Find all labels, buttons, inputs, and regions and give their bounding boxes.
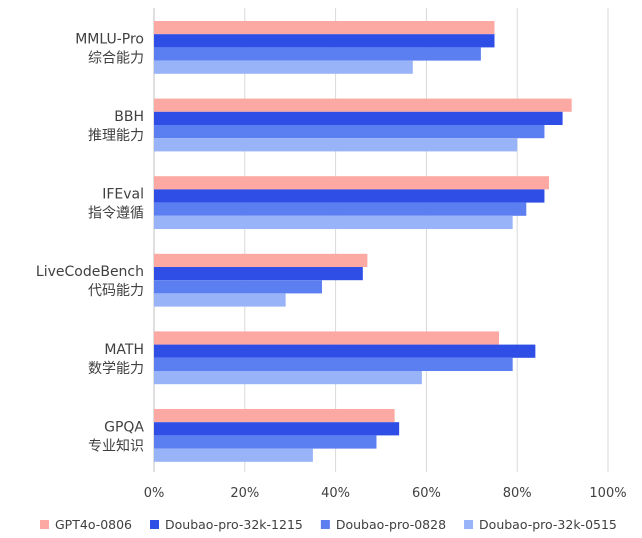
bar-Doubao-pro-0828-MMLU-Pro: [154, 47, 481, 61]
bar-Doubao-pro-0828-MATH: [154, 357, 513, 371]
x-tick-label: 60%: [412, 486, 441, 501]
x-axis-ticks: 0% 20% 40% 60% 80% 100%: [144, 486, 627, 501]
bar-Doubao-pro-0828-GPQA: [154, 435, 377, 449]
bar-GPT4o-0806-GPQA: [154, 409, 395, 423]
category-sublabel: 综合能力: [88, 50, 144, 66]
bar-Doubao-pro-32k-0515-LiveCodeBench: [154, 293, 286, 307]
bar-GPT4o-0806-MMLU-Pro: [154, 21, 495, 35]
category-sublabel: 代码能力: [88, 283, 144, 299]
category-label: IFEval: [102, 187, 144, 203]
bars: [154, 21, 572, 462]
bar-Doubao-pro-32k-1215-GPQA: [154, 422, 400, 436]
legend-swatch: [150, 520, 160, 529]
x-tick-label: 40%: [321, 486, 350, 501]
bar-Doubao-pro-32k-1215-BBH: [154, 111, 563, 125]
bar-Doubao-pro-0828-BBH: [154, 125, 545, 139]
category-sublabel: 数学能力: [88, 361, 144, 377]
legend-label: GPT4o-0806: [55, 517, 132, 532]
bar-GPT4o-0806-IFEval: [154, 176, 549, 190]
legend-swatch: [464, 520, 474, 529]
legend-label: Doubao-pro-32k-1215: [165, 517, 303, 532]
bar-Doubao-pro-0828-IFEval: [154, 202, 527, 216]
category-label: BBH: [114, 109, 144, 125]
x-tick-label: 100%: [589, 486, 626, 501]
x-tick-label: 80%: [503, 486, 532, 501]
bar-Doubao-pro-0828-LiveCodeBench: [154, 280, 322, 294]
bar-Doubao-pro-32k-0515-IFEval: [154, 215, 513, 229]
bar-Doubao-pro-32k-0515-MMLU-Pro: [154, 60, 413, 74]
bar-Doubao-pro-32k-1215-MMLU-Pro: [154, 34, 495, 48]
category-labels: MMLU-Pro 综合能力 BBH 推理能力 IFEval 指令遵循 LiveCodeBen…: [36, 31, 145, 454]
bar-Doubao-pro-32k-1215-MATH: [154, 344, 536, 358]
legend: GPT4o-0806 Doubao-pro-32k-1215 Doubao-pro-…: [40, 517, 617, 532]
legend-swatch: [40, 520, 49, 529]
legend-swatch: [320, 520, 330, 529]
category-sublabel: 专业知识: [88, 437, 144, 454]
bar-Doubao-pro-32k-0515-GPQA: [154, 448, 313, 462]
category-label: MMLU-Pro: [75, 31, 144, 47]
category-label: GPQA: [104, 419, 144, 435]
grid-lines: [153, 8, 609, 472]
category-sublabel: 指令遵循: [88, 205, 144, 222]
category-label: MATH: [104, 342, 144, 358]
bar-Doubao-pro-32k-0515-BBH: [154, 138, 518, 152]
bar-Doubao-pro-32k-0515-MATH: [154, 371, 422, 385]
category-label: LiveCodeBench: [36, 264, 144, 280]
x-tick-label: 20%: [230, 486, 259, 501]
category-sublabel: 推理能力: [88, 128, 144, 144]
bar-GPT4o-0806-LiveCodeBench: [154, 253, 368, 267]
bar-GPT4o-0806-MATH: [154, 331, 500, 345]
bar-GPT4o-0806-BBH: [154, 98, 572, 112]
legend-label: Doubao-pro-32k-0515: [479, 517, 617, 532]
x-tick-label: 0%: [144, 486, 165, 501]
legend-label: Doubao-pro-0828: [336, 517, 446, 532]
bar-Doubao-pro-32k-1215-IFEval: [154, 189, 545, 203]
bar-Doubao-pro-32k-1215-LiveCodeBench: [154, 267, 363, 281]
